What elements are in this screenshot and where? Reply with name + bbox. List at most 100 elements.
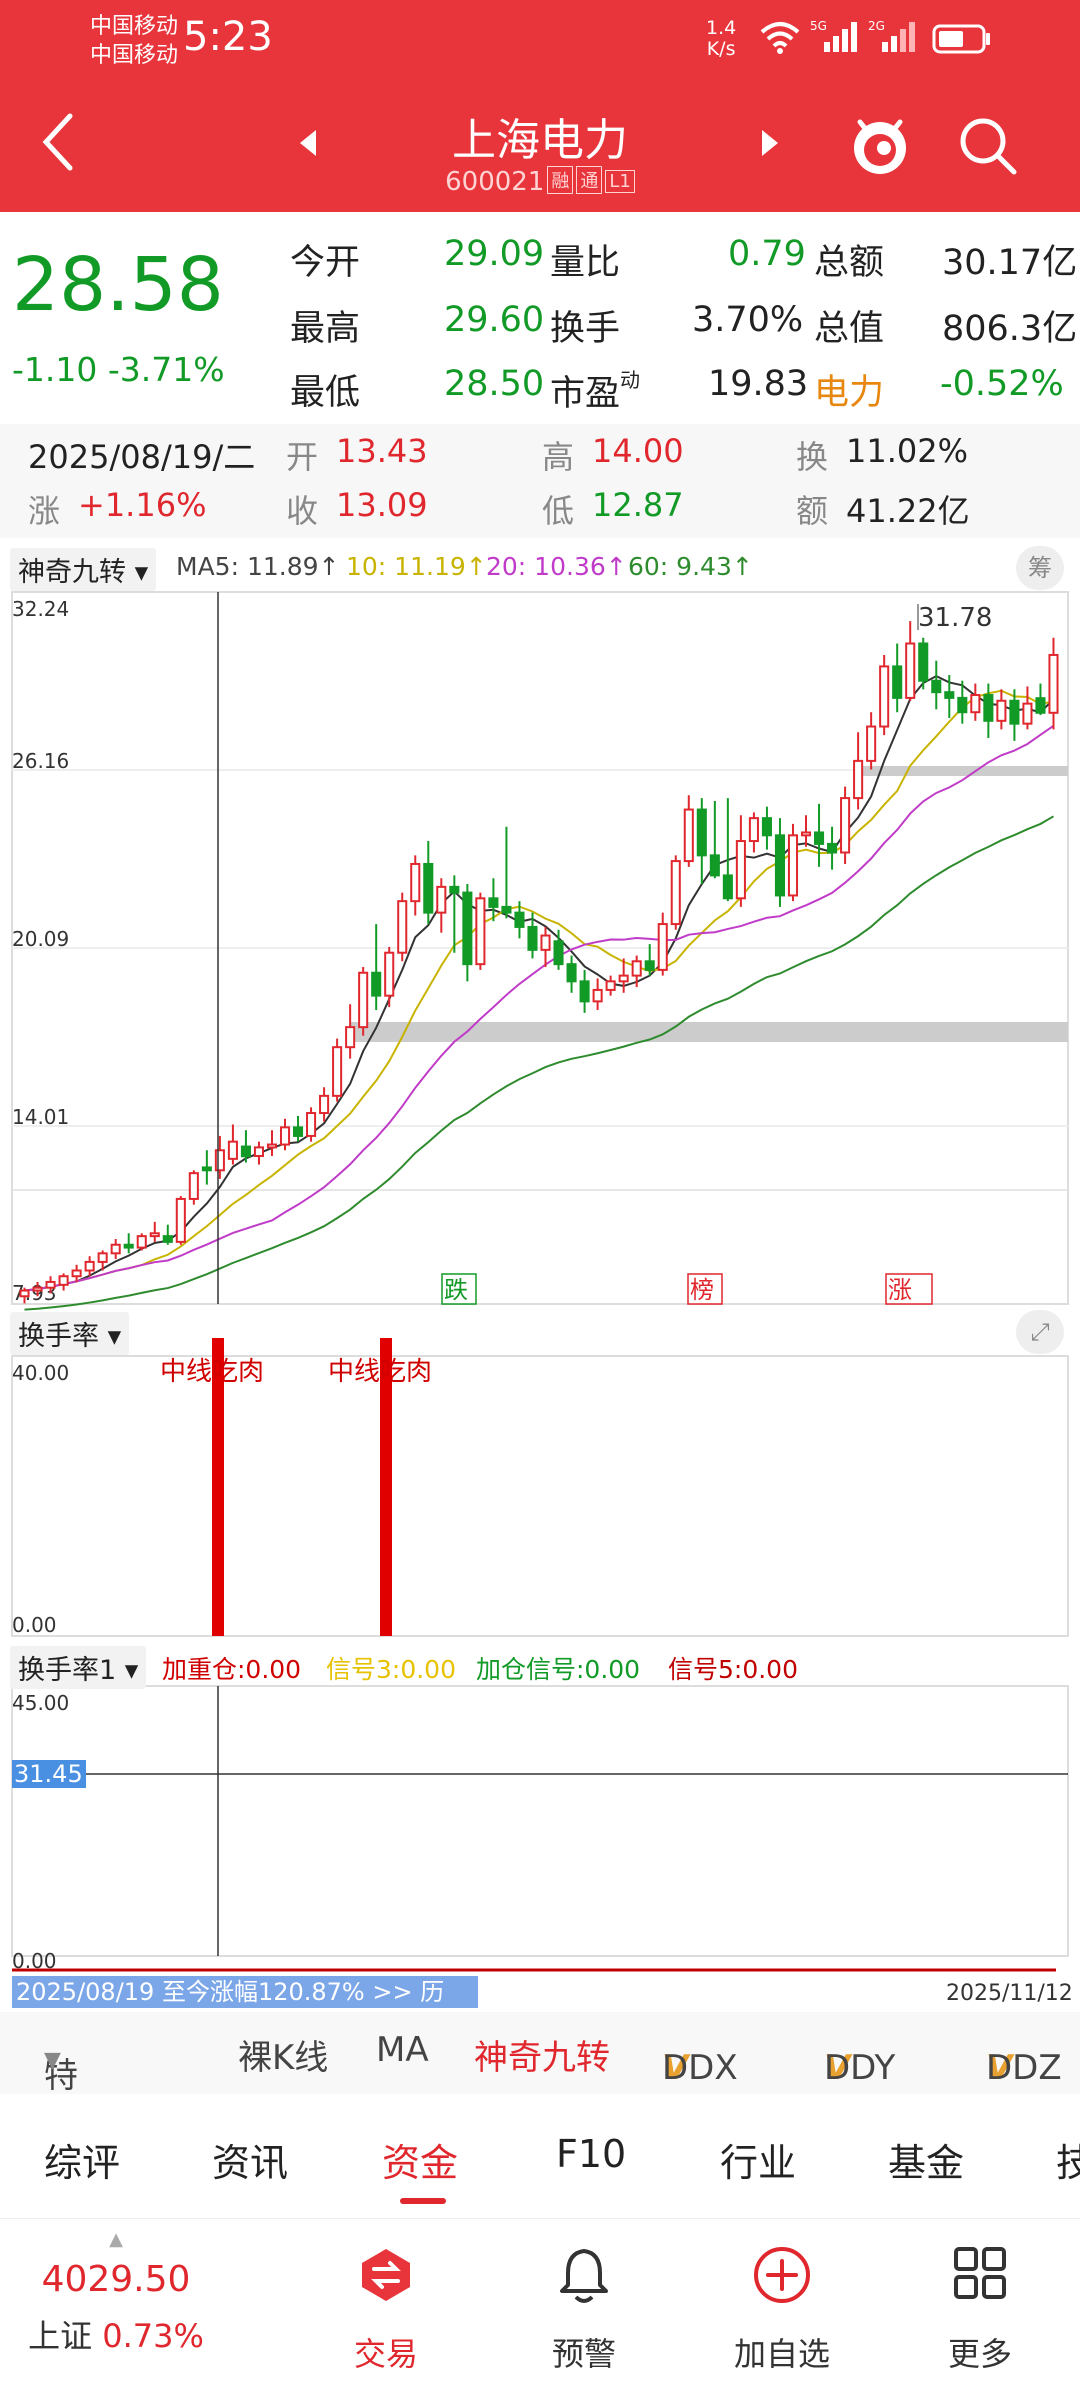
search-icon[interactable] — [958, 116, 1018, 176]
candle — [983, 683, 994, 738]
candle — [553, 929, 564, 970]
svg-text:榜: 榜 — [690, 1276, 714, 1304]
candle — [879, 654, 890, 736]
amount-value: 30.17亿 — [942, 243, 1078, 283]
candle — [670, 855, 681, 930]
candle-body — [774, 834, 786, 897]
marker-bang[interactable]: 榜 — [687, 1273, 723, 1305]
candle — [253, 1141, 265, 1165]
tab-ma[interactable]: MA — [376, 2030, 429, 2070]
nav-add-label: 加自选 — [733, 2335, 830, 2373]
sector-label[interactable]: 电力 — [814, 373, 885, 413]
day-low: 12.87 — [592, 486, 684, 524]
ma5-line — [24, 675, 1055, 1292]
resistance-band — [860, 766, 1068, 776]
ma10-legend: 10: 11.19↑ — [346, 552, 487, 581]
nav-trade[interactable]: 交易 — [306, 2219, 466, 2400]
candle-body — [410, 862, 421, 903]
candle — [175, 1196, 186, 1245]
candle-body — [918, 642, 929, 682]
candle-body — [175, 1197, 186, 1243]
signal-2g-label: 2G — [868, 19, 885, 33]
quote-panel: 28.58 -1.10 -3.71% 今开 29.09 最高 29.60 最低 … — [0, 212, 1080, 424]
candle — [527, 912, 538, 959]
turnover1-panel-frame — [11, 1685, 1069, 1957]
range-banner[interactable] — [12, 1976, 478, 2008]
candle — [800, 815, 812, 847]
expand-icon[interactable]: ⤢ — [1016, 1310, 1064, 1354]
candle — [866, 712, 877, 770]
candle — [110, 1239, 121, 1260]
candle — [123, 1233, 134, 1254]
next-stock-button[interactable] — [758, 128, 782, 158]
tab-ddz-label: DDZ — [986, 2048, 1062, 2088]
range-text: 2025/08/19 至今涨幅120.87% >> 历 — [16, 1978, 444, 2006]
nav-add-watchlist[interactable]: 加自选 — [702, 2219, 862, 2400]
tab-plain-k[interactable]: 裸K线 — [238, 2038, 329, 2078]
bell-icon — [560, 2249, 608, 2303]
ma10-line — [24, 689, 1054, 1292]
candle — [514, 901, 525, 939]
ma20-legend: 20: 10.36↑ — [486, 552, 627, 581]
candle-body — [1009, 699, 1020, 725]
candle-body — [931, 679, 942, 694]
main-indicator-selector[interactable]: 神奇九转 ▾ — [10, 548, 157, 591]
candle-body — [605, 980, 616, 991]
tab-f10[interactable]: F10 — [556, 2132, 627, 2176]
marker-die[interactable]: 跌 — [441, 1273, 477, 1305]
candle — [996, 689, 1007, 730]
candle — [540, 926, 551, 968]
mcap-value: 806.3亿 — [942, 309, 1078, 349]
candle — [97, 1250, 108, 1271]
tab-overview[interactable]: 综评 — [44, 2141, 121, 2185]
vol-ratio-value: 0.79 — [728, 234, 806, 274]
nav-alert[interactable]: 预警 — [504, 2219, 664, 2400]
amount-label: 总额 — [814, 243, 885, 283]
candle-body — [475, 897, 486, 966]
candle-body — [71, 1269, 82, 1278]
y-tick-3: 20.09 — [12, 927, 69, 951]
candle — [1009, 689, 1020, 741]
candle-body — [214, 1149, 225, 1172]
candle — [970, 683, 981, 721]
index-quote[interactable]: ▲ 4029.50 上证 0.73% — [26, 2219, 206, 2400]
candle-body — [97, 1252, 108, 1263]
turnover1-selector[interactable]: 换手率1 ▾ — [10, 1646, 147, 1689]
nav-more[interactable]: 更多 — [900, 2219, 1060, 2400]
low-label: 最低 — [290, 373, 361, 413]
chip-button[interactable]: 筹 — [1016, 546, 1064, 590]
candle — [449, 875, 460, 953]
candle — [384, 946, 395, 1008]
candle-body — [488, 897, 499, 908]
candle — [58, 1273, 69, 1291]
mascot-icon[interactable] — [848, 110, 912, 178]
candle-body — [201, 1166, 212, 1172]
candle — [488, 878, 499, 922]
kline-chart[interactable]: 32.24 26.16 20.09 14.01 7.93 31.78 跌 榜 涨… — [0, 538, 1080, 2012]
tab-news[interactable]: 资讯 — [212, 2141, 289, 2185]
candle — [748, 812, 759, 853]
back-button[interactable] — [40, 112, 76, 172]
tab-magic-nine[interactable]: 神奇九转 — [474, 2038, 610, 2078]
tab-industry[interactable]: 行业 — [720, 2141, 797, 2185]
prev-stock-button[interactable] — [296, 128, 320, 158]
marker-zhang[interactable]: 涨 — [885, 1273, 933, 1305]
candle-body — [227, 1140, 238, 1160]
tag-level: L1 — [605, 170, 635, 193]
candle-body — [240, 1145, 251, 1158]
turnover-selector[interactable]: 换手率 ▾ — [10, 1312, 130, 1355]
stock-code: 600021 — [445, 167, 545, 197]
candle-body — [696, 808, 707, 857]
chevron-down-icon: ▾ — [124, 1655, 139, 1686]
candle-body — [253, 1146, 265, 1157]
turnover-value: 3.70% — [692, 300, 804, 340]
signal-5g-label: 5G — [810, 19, 827, 33]
candle — [931, 660, 942, 710]
tab-fund[interactable]: 基金 — [888, 2141, 965, 2185]
tab-funds[interactable]: 资金 — [382, 2141, 459, 2185]
battery-icon — [932, 24, 990, 54]
candle-body — [553, 940, 564, 966]
candle-body — [683, 808, 694, 863]
tab-tech[interactable]: 技 — [1056, 2141, 1080, 2185]
candle-body — [748, 817, 759, 843]
